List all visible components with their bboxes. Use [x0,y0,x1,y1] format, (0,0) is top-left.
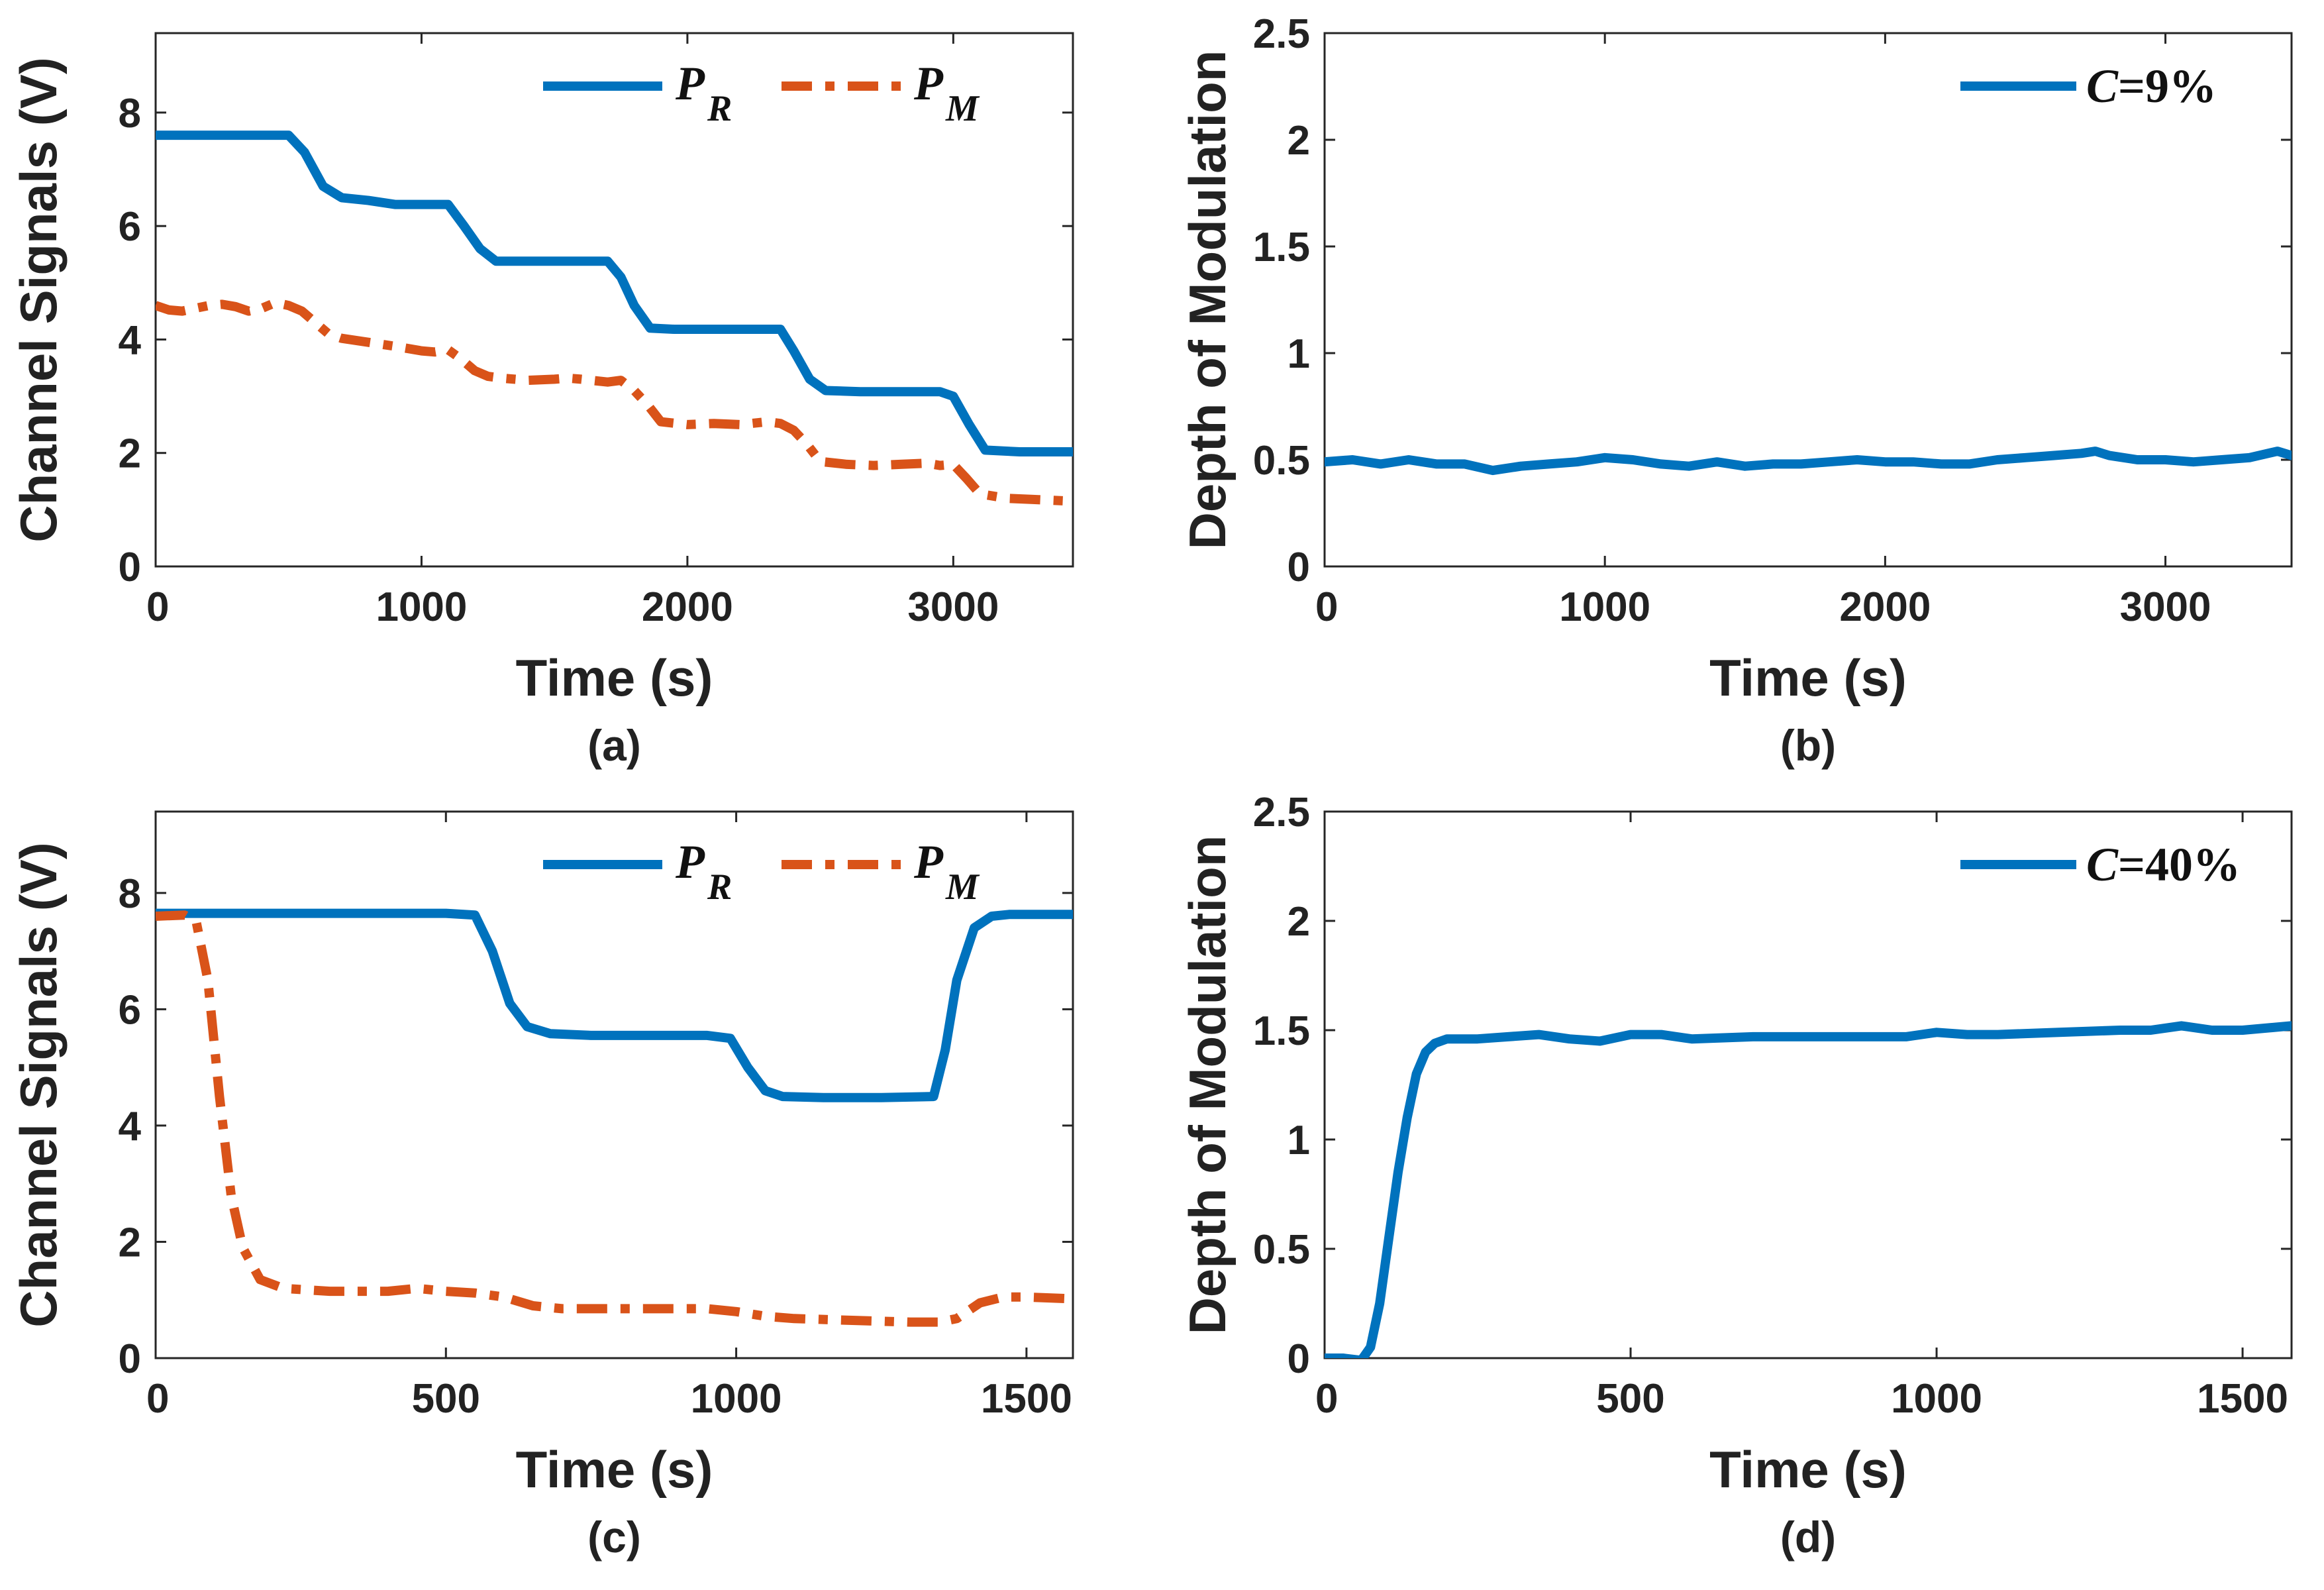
series-line-c-9- [1325,447,2292,476]
legend-label: PM [913,835,980,908]
legend-label-main: C [2086,60,2119,113]
series-line-c-40- [1325,1021,2292,1358]
y-axis-label: Channel Signals (V) [9,842,68,1327]
x-axis-label: Time (s) [516,649,713,707]
x-tick-label: 0 [146,1376,169,1422]
x-tick-label: 500 [412,1376,480,1422]
series-line-p-r [156,131,1073,456]
legend-label-main: P [675,835,705,888]
y-tick-label: 0.5 [1253,438,1310,484]
panel-label: (a) [587,721,641,770]
panel-label: (c) [587,1512,641,1562]
y-tick-label: 4 [119,317,142,363]
x-tick-label: 1000 [376,584,467,630]
panel-a: 0 1000 2000 3000 0 2 4 6 8 Time (s) Channel Signal… [9,32,1074,770]
series-group [1325,447,2292,476]
x-tick-label: 1000 [691,1376,782,1422]
axes-box [154,32,1074,568]
y-tick-label: 4 [119,1104,142,1149]
x-tick-label: 2000 [642,584,733,630]
y-tick-label: 2 [119,1220,141,1265]
legend-label-rest: =40% [2118,838,2241,891]
panel-d: 0 500 1000 1500 0 0.5 1 1.5 2 2.5 Time (s) Depth of… [1178,790,2293,1562]
legend: C=9% [1960,60,2217,113]
legend-label: C=40% [2086,838,2241,891]
legend-label-main: P [913,835,944,888]
legend-label-sub: M [945,88,980,129]
axes-box [1323,810,2293,1359]
x-tick-label: 3000 [2120,584,2211,630]
legend-label-main: P [913,57,944,110]
y-axis-label: Channel Signals (V) [9,57,68,542]
panel-label: (b) [1780,721,1836,770]
y-tick-label: 1.5 [1253,1008,1310,1054]
legend: PR PM [543,57,980,129]
series-group [156,908,1073,1327]
series-group [156,131,1073,506]
y-tick-label: 0 [119,1336,141,1382]
panel-label: (d) [1780,1512,1836,1562]
legend: PR PM [543,835,980,908]
y-tick-label: 6 [119,204,141,250]
x-tick-label: 0 [1315,1376,1338,1422]
y-tick-label: 0 [119,545,141,590]
y-tick-label: 2.5 [1253,790,1310,835]
y-tick-label: 2 [1288,899,1310,945]
y-tick-label: 0 [1288,1336,1310,1382]
x-axis-label: Time (s) [1709,649,1907,707]
legend-label-main: P [675,57,705,110]
x-tick-label: 0 [146,584,169,630]
y-tick-label: 8 [119,91,141,136]
series-line-p-m [156,297,1073,506]
y-axis-label: Depth of Modulation [1178,50,1237,550]
legend-label-sub: R [707,88,732,129]
x-tick-label: 1000 [1559,584,1650,630]
x-tick-label: 500 [1596,1376,1664,1422]
legend-label: C=9% [2086,60,2217,113]
x-tick-label: 3000 [907,584,999,630]
axes-box [1323,32,2293,568]
y-axis-label: Depth of Modulation [1178,835,1237,1335]
x-tick-label: 1500 [2197,1376,2288,1422]
y-tick-label: 6 [119,987,141,1033]
series-line-p-m [156,910,1073,1327]
legend-label-rest: =9% [2118,60,2217,113]
axes-box [154,810,1074,1359]
legend-label-sub: M [945,867,980,908]
x-tick-label: 1500 [981,1376,1072,1422]
panel-b: 0 1000 2000 3000 0 0.5 1 1.5 2 2.5 Time (s) Depth o… [1178,11,2293,770]
legend-label: PM [913,57,980,129]
y-tick-label: 1 [1288,331,1310,377]
y-tick-label: 2 [119,431,141,477]
legend: C=40% [1960,838,2241,891]
x-tick-label: 2000 [1839,584,1931,630]
y-tick-label: 1.5 [1253,225,1310,270]
y-tick-label: 0 [1288,545,1310,590]
legend-label: PR [675,835,732,908]
y-tick-label: 0.5 [1253,1227,1310,1273]
x-axis-label: Time (s) [1709,1440,1907,1499]
legend-label: PR [675,57,732,129]
y-tick-label: 1 [1288,1118,1310,1163]
y-tick-label: 2.5 [1253,11,1310,57]
legend-label-main: C [2086,838,2119,891]
x-tick-label: 0 [1315,584,1338,630]
series-line-p-r [156,908,1073,1102]
y-tick-label: 8 [119,871,141,917]
x-axis-label: Time (s) [516,1440,713,1499]
y-tick-label: 2 [1288,118,1310,164]
x-tick-label: 1000 [1891,1376,1982,1422]
panel-c: 0 500 1000 1500 0 2 4 6 8 Time (s) Channel Signals… [9,810,1074,1562]
legend-label-sub: R [707,867,732,908]
series-group [1325,1021,2292,1358]
